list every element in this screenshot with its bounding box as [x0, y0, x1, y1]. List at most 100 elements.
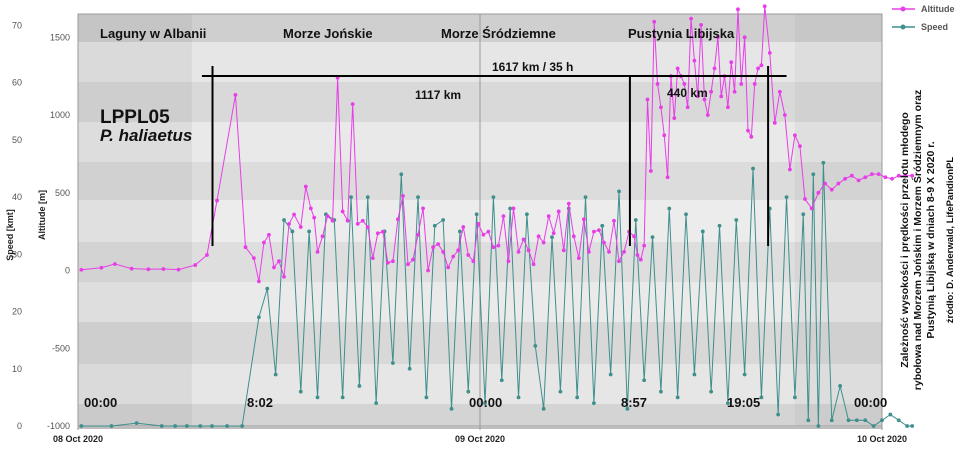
speed-point	[692, 372, 697, 377]
altitude-point	[112, 262, 117, 266]
altitude-point	[762, 4, 767, 9]
altitude-point	[715, 35, 720, 40]
speed-point	[449, 406, 454, 411]
speed-point	[357, 384, 362, 388]
speed-point	[700, 229, 705, 234]
altitude-point	[602, 240, 606, 245]
altitude-point	[436, 242, 441, 246]
distance-leg1-label: 1117 km	[415, 88, 461, 102]
speed-point	[784, 195, 789, 200]
altitude-point	[739, 82, 744, 86]
altitude-point	[642, 243, 647, 248]
speed-point	[307, 229, 312, 234]
altitude-point	[566, 201, 571, 206]
altitude-point	[308, 206, 313, 211]
altitude-point	[729, 60, 734, 65]
altitude-point	[456, 248, 461, 253]
side-note-credit: źródło: D. Anderwald, LifePandionPL	[945, 157, 956, 324]
speed-tick-label: 10	[12, 364, 22, 374]
altitude-point	[396, 217, 400, 222]
altitude-tick-label: 500	[55, 188, 70, 198]
distance-total-label: 1617 km / 35 h	[492, 60, 573, 74]
altitude-point	[726, 105, 730, 110]
altitude-axis-title: Altitude [m]	[37, 190, 47, 240]
side-note-line2: rybołowa nad Morzem Jońskim i Morzem Śró…	[911, 90, 924, 390]
altitude-point	[267, 232, 271, 237]
time-label: 8:02	[247, 395, 273, 410]
region-label: Laguny w Albanii	[100, 26, 206, 41]
altitude-point	[685, 105, 690, 110]
altitude-point	[516, 249, 521, 254]
altitude-point	[702, 97, 707, 102]
altitude-point	[576, 256, 581, 260]
altitude-point	[675, 66, 680, 71]
altitude-point	[772, 120, 777, 125]
altitude-point	[896, 173, 901, 178]
altitude-point	[816, 190, 821, 195]
speed-point	[374, 401, 379, 406]
altitude-point	[315, 249, 320, 254]
speed-point	[642, 378, 647, 383]
speed-point	[483, 401, 487, 406]
speed-point	[880, 418, 884, 423]
altitude-point	[746, 128, 750, 133]
altitude-point	[749, 134, 754, 139]
altitude-point	[682, 82, 687, 86]
speed-point	[432, 223, 437, 228]
altitude-point	[561, 248, 566, 253]
altitude-point	[612, 218, 616, 223]
speed-point	[650, 235, 655, 240]
speed-point	[829, 418, 834, 423]
speed-point	[391, 361, 395, 365]
species-name: P. haliaetus	[100, 126, 192, 145]
speed-point	[466, 389, 471, 394]
speed-point	[811, 172, 816, 177]
speed-point	[349, 195, 353, 200]
altitude-point	[451, 254, 456, 259]
date-label: 08 Oct 2020	[53, 434, 103, 444]
speed-point	[424, 395, 429, 400]
altitude-point	[385, 260, 390, 265]
altitude-point	[756, 66, 760, 71]
altitude-point	[262, 240, 266, 245]
altitude-point	[597, 228, 601, 233]
altitude-point	[79, 267, 84, 272]
speed-point	[290, 229, 295, 234]
altitude-point	[431, 245, 435, 250]
speed-point	[508, 206, 513, 211]
legend-speed-label: Speed	[921, 22, 948, 32]
altitude-point	[712, 66, 717, 71]
altitude-point	[446, 265, 451, 270]
altitude-point	[380, 229, 385, 234]
altitude-point	[719, 94, 724, 99]
speed-tick-label: 30	[12, 249, 22, 259]
speed-point	[776, 412, 781, 417]
speed-point	[416, 195, 420, 200]
time-label: 00:00	[854, 395, 887, 410]
altitude-point	[695, 94, 700, 99]
altitude-point	[655, 82, 660, 86]
speed-point	[315, 395, 320, 400]
speed-point	[173, 424, 178, 428]
speed-point	[742, 372, 747, 377]
distance-brackets	[201, 66, 787, 246]
region-label: Morze Śródziemne	[441, 26, 556, 41]
altitude-point	[672, 116, 677, 121]
altitude-point	[496, 243, 501, 248]
altitude-point	[526, 248, 531, 253]
altitude-point	[556, 209, 561, 214]
speed-point	[282, 218, 286, 222]
date-label: 09 Oct 2020	[455, 434, 505, 444]
altitude-tick-label: 1500	[50, 32, 70, 42]
altitude-point	[243, 245, 248, 250]
speed-point	[198, 424, 203, 428]
altitude-point	[501, 214, 506, 219]
altitude-point	[441, 249, 446, 254]
altitude-point	[330, 218, 335, 223]
altitude-point	[692, 58, 697, 63]
altitude-point	[793, 133, 797, 138]
altitude-point	[546, 214, 551, 219]
altitude-point	[476, 221, 481, 226]
altitude-point	[531, 262, 536, 267]
speed-point	[846, 418, 851, 423]
